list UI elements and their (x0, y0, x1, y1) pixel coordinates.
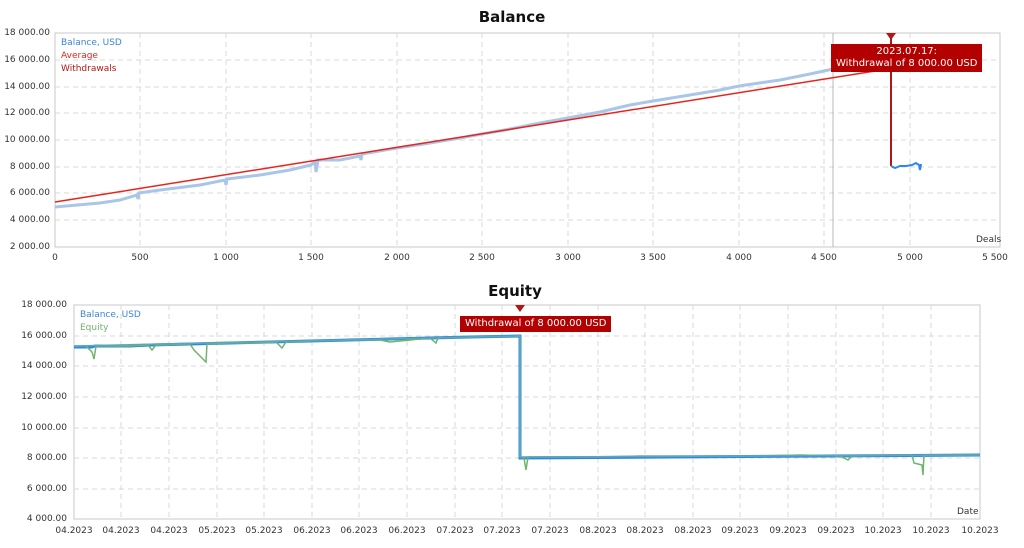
x-tick: 2 500 (469, 253, 495, 263)
x-tick: 4 000 (726, 253, 752, 263)
balance-chart-title: Balance (478, 8, 546, 26)
x-tick: 06.2023 (340, 526, 378, 536)
legend-item-balance: Balance, USD (61, 38, 122, 48)
y-tick: 4 000.00 (9, 215, 50, 225)
x-tick: 10.2023 (864, 526, 902, 536)
x-tick: 04.2023 (150, 526, 188, 536)
withdrawal-marker-icon (886, 33, 896, 40)
y-tick: 2 000.00 (9, 242, 50, 252)
x-tick: 06.2023 (388, 526, 426, 536)
y-tick: 12 000.00 (4, 108, 50, 118)
balance-chart-legend: Balance, USD Average Withdrawals (61, 37, 122, 76)
x-tick: 04.2023 (102, 526, 140, 536)
x-tick: 10.2023 (961, 526, 999, 536)
y-tick: 18 000.00 (21, 300, 67, 310)
tooltip-date: 2023.07.17: (876, 46, 938, 57)
y-tick: 16 000.00 (4, 55, 50, 65)
y-tick: 10 000.00 (4, 135, 50, 145)
tooltip-text: Withdrawal of 8 000.00 USD (836, 58, 978, 69)
legend-item-average: Average (61, 51, 98, 61)
legend-item-withdrawals: Withdrawals (61, 64, 117, 74)
x-tick: 10.2023 (912, 526, 950, 536)
y-tick: 12 000.00 (21, 392, 67, 402)
equity-x-axis-name: Date (957, 507, 979, 517)
y-tick: 8 000.00 (9, 162, 50, 172)
x-tick: 05.2023 (198, 526, 236, 536)
equity-chart-title: Equity (488, 282, 542, 300)
equity-withdrawal-tooltip: Withdrawal of 8 000.00 USD (460, 316, 612, 332)
y-tick: 6 000.00 (9, 188, 50, 198)
x-tick: 08.2023 (674, 526, 712, 536)
x-tick: 1 000 (213, 253, 239, 263)
x-tick: 09.2023 (721, 526, 759, 536)
x-tick: 07.2023 (483, 526, 521, 536)
equity-series-line (74, 335, 980, 476)
equity-withdrawal-marker-icon (515, 305, 525, 312)
x-tick: 5 000 (897, 253, 923, 263)
x-tick: 1 500 (298, 253, 324, 263)
average-series-line (54, 66, 901, 203)
x-tick: 5 500 (982, 253, 1008, 263)
x-tick: 500 (131, 253, 149, 263)
x-tick: 3 500 (640, 253, 666, 263)
balance-withdrawal-tooltip: 2023.07.17: Withdrawal of 8 000.00 USD (831, 44, 983, 72)
x-tick: 2 000 (384, 253, 410, 263)
x-tick: 0 (52, 253, 58, 263)
y-tick: 16 000.00 (21, 331, 67, 341)
y-tick: 6 000.00 (26, 484, 67, 494)
x-tick: 05.2023 (245, 526, 283, 536)
x-tick: 06.2023 (293, 526, 331, 536)
x-tick: 08.2023 (626, 526, 664, 536)
x-tick: 08.2023 (579, 526, 617, 536)
legend-item-equity: Equity (80, 323, 109, 333)
legend-item-balance: Balance, USD (80, 310, 141, 320)
y-tick: 14 000.00 (21, 361, 67, 371)
x-tick: 04.2023 (55, 526, 93, 536)
x-tick: 09.2023 (817, 526, 855, 536)
y-tick: 10 000.00 (21, 423, 67, 433)
y-tick: 14 000.00 (4, 82, 50, 92)
balance-after-withdrawal (890, 161, 922, 171)
x-tick: 07.2023 (531, 526, 569, 536)
x-tick: 09.2023 (769, 526, 807, 536)
balance-series-line (54, 62, 866, 209)
y-tick: 18 000.00 (4, 28, 50, 38)
x-tick: 4 500 (811, 253, 837, 263)
y-tick: 4 000.00 (26, 514, 67, 524)
x-tick: 3 000 (555, 253, 581, 263)
x-tick: 07.2023 (436, 526, 474, 536)
equity-chart-legend: Balance, USD Equity (80, 309, 141, 335)
y-tick: 8 000.00 (26, 453, 67, 463)
balance-x-axis-name: Deals (976, 235, 1002, 245)
